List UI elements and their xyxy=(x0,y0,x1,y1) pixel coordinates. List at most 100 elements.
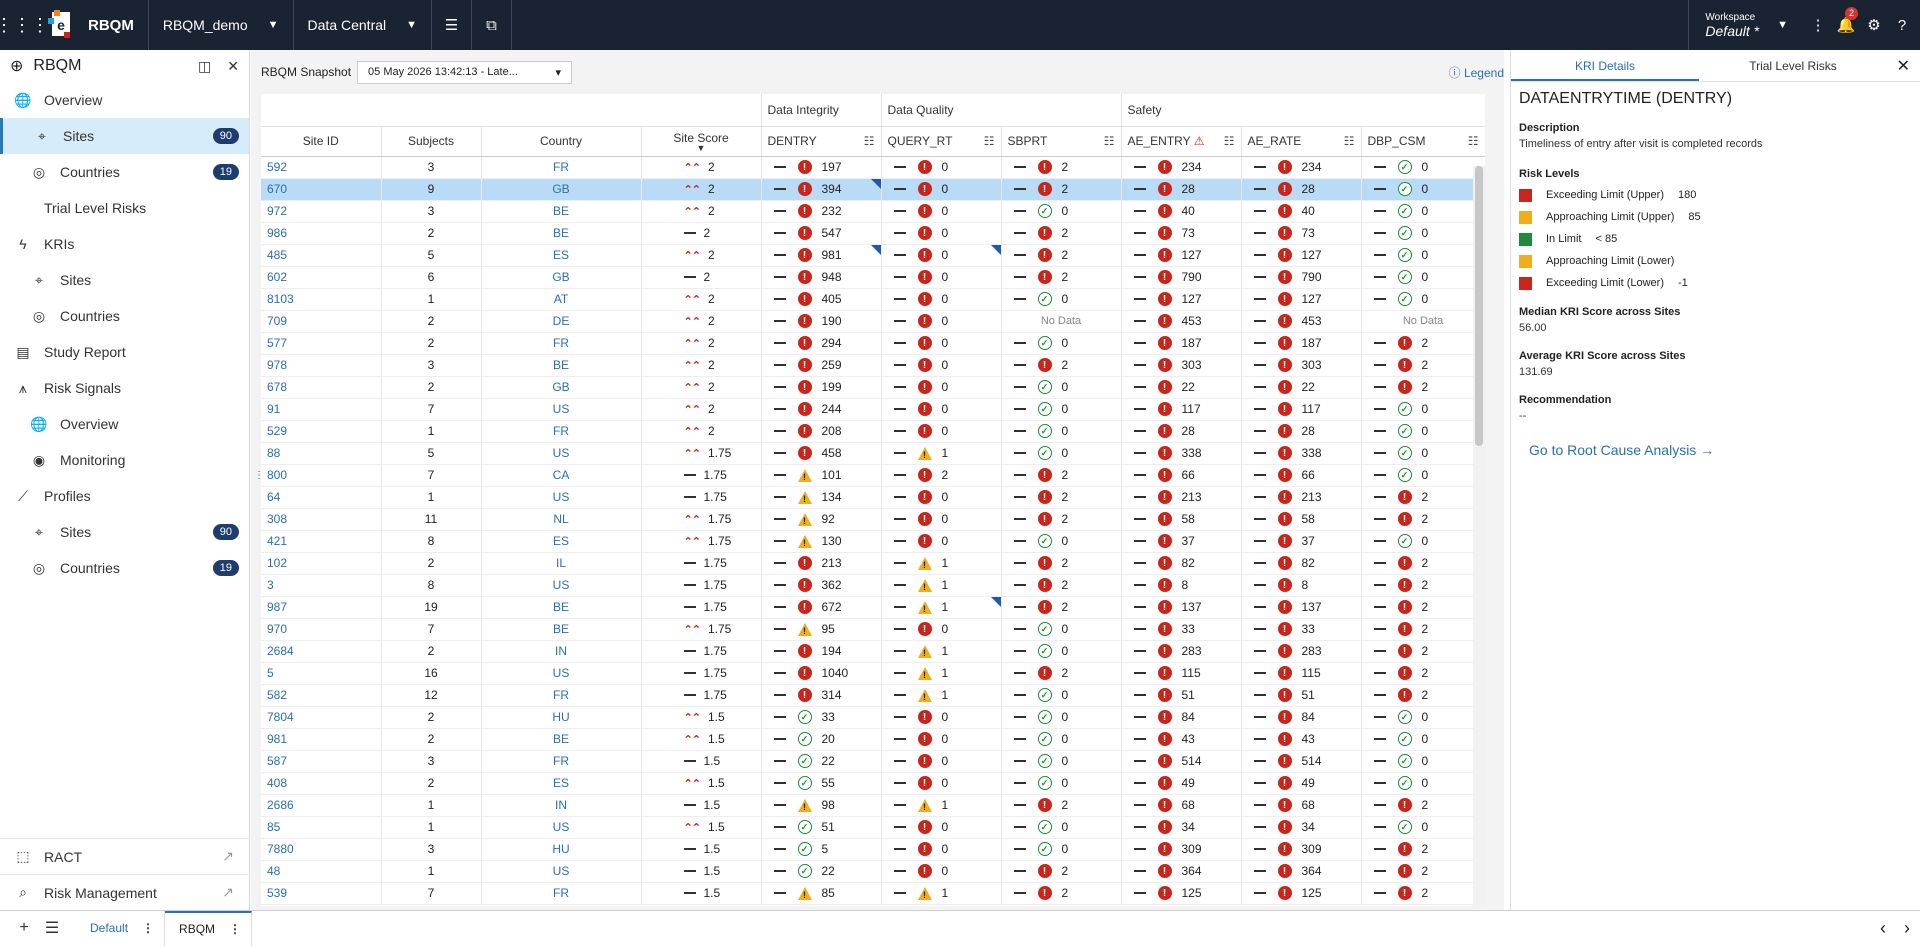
site-id-link[interactable]: 2686 xyxy=(261,794,382,817)
kri-cell-aerate[interactable]: ! 283 xyxy=(1241,640,1362,663)
sidebar-item-overview[interactable]: 🌐 Overview xyxy=(0,82,249,118)
help-icon[interactable]: ? xyxy=(1897,16,1907,34)
kri-cell-sbprt[interactable]: ! 2 xyxy=(1001,662,1122,685)
site-id-link[interactable]: 577 xyxy=(261,332,382,355)
kri-cell-dbp[interactable]: ✓ 0 xyxy=(1361,222,1485,245)
column-menu-icon[interactable]: ☷ xyxy=(863,134,875,148)
table-row[interactable]: 592 3 FR ⌃⌃ 2! 197! 0! 2! 234! 234 ✓ 0 xyxy=(261,156,1485,179)
kri-cell-aeentry[interactable]: ! 115 xyxy=(1121,662,1242,685)
kri-cell-aeentry[interactable]: ! 283 xyxy=(1121,640,1242,663)
kri-cell-aerate[interactable]: ! 514 xyxy=(1241,750,1362,773)
kri-cell-aerate[interactable]: ! 8 xyxy=(1241,574,1362,597)
kri-cell-dentry[interactable]: ! 199 xyxy=(761,376,882,399)
column-menu-icon[interactable]: ☷ xyxy=(1467,134,1479,148)
kri-cell-dbp[interactable]: ! 2 xyxy=(1361,794,1485,817)
country-link[interactable]: GB xyxy=(481,376,642,399)
kri-cell-aeentry[interactable]: ! 33 xyxy=(1121,618,1242,641)
kri-cell-dentry[interactable]: ! 948 xyxy=(761,266,882,289)
kri-cell-sbprt[interactable]: ! 2 xyxy=(1001,882,1122,905)
site-id-link[interactable]: 88 xyxy=(261,442,382,465)
kri-cell-dbp[interactable]: ✓ 0 xyxy=(1361,398,1485,421)
tab-rbqm[interactable]: RBQM ⋮ xyxy=(165,910,253,946)
kri-cell-dentry[interactable]: ✓ 5 xyxy=(761,838,882,861)
table-row[interactable]: 88 5 US ⌃⌃ 1.75! 458! 1 ✓ 0! 338! 338 ✓ 0 xyxy=(261,442,1485,465)
sidebar-item-sites[interactable]: ⌖ Sites 90 xyxy=(0,514,249,550)
site-id-link[interactable]: 85 xyxy=(261,816,382,839)
sidebar-item-sites[interactable]: ⌖ Sites xyxy=(0,262,249,298)
chevron-left-icon[interactable]: ‹ xyxy=(1880,917,1886,938)
kri-cell-dbp[interactable]: ! 2 xyxy=(1361,860,1485,883)
col-header-site-score[interactable]: Site Score ▼ xyxy=(641,126,762,157)
kri-cell-dbp[interactable]: ! 2 xyxy=(1361,662,1485,685)
kri-cell-aeentry[interactable]: ! 514 xyxy=(1121,750,1242,773)
gear-icon[interactable]: ⚙ xyxy=(1867,17,1881,34)
col-header-query-rt[interactable]: QUERY_RT ☷ xyxy=(881,126,1002,157)
kri-cell-dentry[interactable]: ! 92 xyxy=(761,508,882,531)
kri-cell-sbprt[interactable]: ! 2 xyxy=(1001,596,1122,619)
kri-cell-query[interactable]: ! 0 xyxy=(881,816,1002,839)
kri-cell-aerate[interactable]: ! 43 xyxy=(1241,728,1362,751)
site-id-link[interactable]: 91 xyxy=(261,398,382,421)
kri-cell-sbprt[interactable]: ! 2 xyxy=(1001,860,1122,883)
country-link[interactable]: BE xyxy=(481,222,642,245)
sidebar-item-kris[interactable]: ϟ KRIs xyxy=(0,226,249,262)
module-selector[interactable]: Data Central ▼ xyxy=(294,0,433,50)
table-row[interactable]: 308 11 NL ⌃⌃ 1.75! 92! 0! 2! 58! 58! 2 xyxy=(261,508,1485,531)
kri-cell-aerate[interactable]: ! 51 xyxy=(1241,684,1362,707)
kri-cell-sbprt[interactable]: ✓ 0 xyxy=(1001,288,1122,311)
kri-cell-sbprt[interactable]: ! 2 xyxy=(1001,244,1122,267)
kri-cell-sbprt[interactable]: ! 2 xyxy=(1001,574,1122,597)
table-row[interactable]: 7804 2 HU ⌃⌃ 1.5 ✓ 33! 0 ✓ 0! 84! 84 ✓ 0 xyxy=(261,706,1485,729)
kri-cell-dentry[interactable]: ! 130 xyxy=(761,530,882,553)
kri-cell-aerate[interactable]: ! 34 xyxy=(1241,816,1362,839)
kri-cell-dbp[interactable]: ✓ 0 xyxy=(1361,266,1485,289)
site-id-link[interactable]: 987 xyxy=(261,596,382,619)
kri-cell-aeentry[interactable]: ! 187 xyxy=(1121,332,1242,355)
kri-cell-dentry[interactable]: ! 314 xyxy=(761,684,882,707)
kri-cell-query[interactable]: ! 0 xyxy=(881,508,1002,531)
kri-cell-sbprt[interactable]: ✓ 0 xyxy=(1001,640,1122,663)
kri-cell-dentry[interactable]: ! 394 xyxy=(761,178,882,201)
tab-trial-level-risks[interactable]: Trial Level Risks xyxy=(1749,59,1837,73)
kri-cell-dentry[interactable]: ✓ 22 xyxy=(761,750,882,773)
site-id-link[interactable]: 48 xyxy=(261,860,382,883)
site-id-link[interactable]: 800 xyxy=(261,464,382,487)
table-row[interactable]: 582 12 FR 1.75! 314! 1 ✓ 0! 51! 51! 2 xyxy=(261,684,1485,707)
sidebar-item-trial-level-risks[interactable]: Trial Level Risks xyxy=(0,190,249,226)
kri-cell-dentry[interactable]: ✓ 20 xyxy=(761,728,882,751)
country-link[interactable]: AT xyxy=(481,288,642,311)
kri-cell-aeentry[interactable]: ! 364 xyxy=(1121,860,1242,883)
col-header-ae-entry[interactable]: AE_ENTRY ⚠ ☷ xyxy=(1121,126,1242,157)
country-link[interactable]: US xyxy=(481,574,642,597)
kri-cell-query[interactable]: ! 0 xyxy=(881,618,1002,641)
tab-kri-details[interactable]: KRI Details xyxy=(1511,50,1699,81)
kri-cell-sbprt[interactable]: ✓ 0 xyxy=(1001,420,1122,443)
country-link[interactable]: US xyxy=(481,486,642,509)
col-header-dbp-csm[interactable]: DBP_CSM ☷ xyxy=(1361,126,1485,157)
kri-cell-aeentry[interactable]: ! 58 xyxy=(1121,508,1242,531)
kri-cell-aeentry[interactable]: ! 8 xyxy=(1121,574,1242,597)
kri-cell-query[interactable]: ! 0 xyxy=(881,178,1002,201)
site-id-link[interactable]: 7804 xyxy=(261,706,382,729)
kri-cell-query[interactable]: ! 0 xyxy=(881,244,1002,267)
kri-cell-aeentry[interactable]: ! 34 xyxy=(1121,816,1242,839)
kri-cell-dentry[interactable]: ! 1040 xyxy=(761,662,882,685)
kri-cell-query[interactable]: ! 1 xyxy=(881,662,1002,685)
sidebar-item-countries[interactable]: ◎ Countries 19 xyxy=(0,550,249,586)
kri-cell-aeentry[interactable]: ! 213 xyxy=(1121,486,1242,509)
kri-cell-sbprt[interactable]: ✓ 0 xyxy=(1001,200,1122,223)
kri-cell-aerate[interactable]: ! 37 xyxy=(1241,530,1362,553)
country-link[interactable]: FR xyxy=(481,750,642,773)
kri-cell-aeentry[interactable]: ! 84 xyxy=(1121,706,1242,729)
kri-cell-sbprt[interactable]: ✓ 0 xyxy=(1001,398,1122,421)
country-link[interactable]: BE xyxy=(481,354,642,377)
kri-cell-dentry[interactable]: ! 981 xyxy=(761,244,882,267)
site-id-link[interactable]: 670 xyxy=(261,178,382,201)
kri-cell-aerate[interactable]: ! 303 xyxy=(1241,354,1362,377)
kri-cell-aeentry[interactable]: ! 137 xyxy=(1121,596,1242,619)
kri-cell-sbprt[interactable]: ! 2 xyxy=(1001,508,1122,531)
site-id-link[interactable]: 529 xyxy=(261,420,382,443)
kri-cell-sbprt[interactable]: ✓ 0 xyxy=(1001,530,1122,553)
country-link[interactable]: ES xyxy=(481,244,642,267)
study-selector[interactable]: RBQM_demo ▼ xyxy=(149,0,294,50)
